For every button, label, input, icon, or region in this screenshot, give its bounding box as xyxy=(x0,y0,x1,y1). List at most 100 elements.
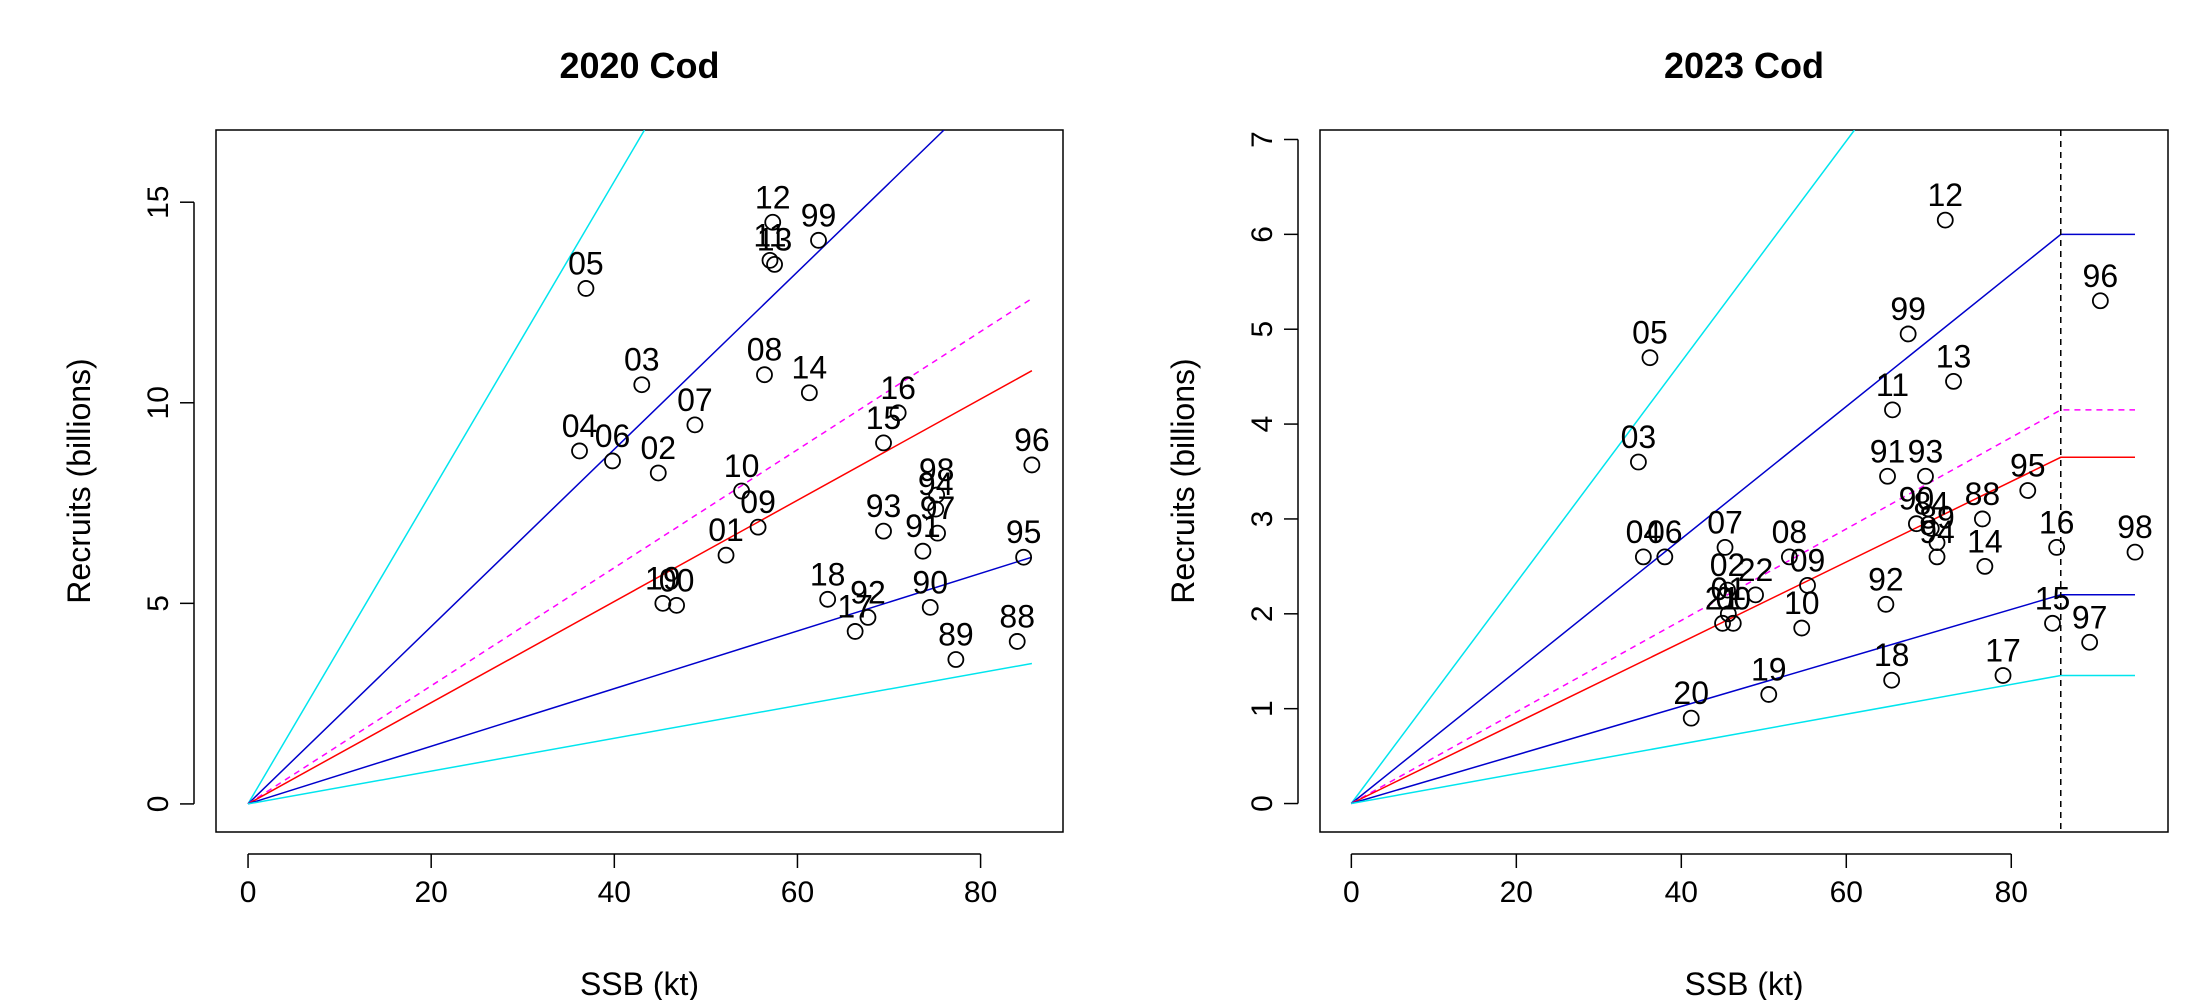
plot-frame xyxy=(1319,129,2169,833)
data-point-label: 90 xyxy=(912,564,948,600)
x-axis-label: SSB (kt) xyxy=(1684,966,1803,1000)
data-point xyxy=(1747,586,1764,604)
data-point-label: 08 xyxy=(1772,514,1808,550)
data-point xyxy=(766,255,783,273)
data-point-label: 97 xyxy=(920,490,956,526)
data-point xyxy=(604,452,621,470)
data-point xyxy=(1884,401,1901,419)
data-point-label: 98 xyxy=(919,452,955,488)
x-axis-label: SSB (kt) xyxy=(580,966,699,1000)
y-axis-label: Recruits (billions) xyxy=(1165,358,1201,603)
data-point-label: 17 xyxy=(1985,632,2021,668)
data-point-label: 10 xyxy=(724,448,760,484)
data-point-label: 91 xyxy=(1870,433,1906,469)
x-tick-label: 20 xyxy=(1500,876,1533,909)
data-point xyxy=(921,598,939,616)
data-point-label: 01 xyxy=(708,512,744,548)
reference-line xyxy=(247,297,1033,805)
data-point xyxy=(1714,614,1731,632)
data-point xyxy=(2081,633,2099,651)
reference-lines xyxy=(1350,130,2135,832)
data-point xyxy=(1936,211,1954,229)
data-point xyxy=(571,442,588,460)
data-point xyxy=(1922,520,1940,537)
data-point-label: 15 xyxy=(2035,580,2071,616)
data-point-label: 15 xyxy=(866,400,902,436)
x-tick-label: 40 xyxy=(598,876,631,909)
data-point xyxy=(927,500,945,518)
plot-frame xyxy=(215,129,1064,833)
x-tick-label: 40 xyxy=(1665,876,1698,909)
data-point-label: 04 xyxy=(562,408,598,444)
data-point xyxy=(717,546,735,564)
data-point-label: 00 xyxy=(659,562,695,598)
data-point xyxy=(2048,539,2066,556)
data-point-label: 17 xyxy=(837,588,873,624)
data-point xyxy=(756,366,773,384)
data-point xyxy=(1917,467,1934,485)
data-point-label: 02 xyxy=(640,430,676,466)
reference-line xyxy=(1350,456,2135,805)
data-point xyxy=(914,542,932,560)
y-tick-label: 5 xyxy=(1246,321,1279,338)
data-point-label: 90 xyxy=(1899,481,1935,517)
data-point-label: 12 xyxy=(755,179,791,215)
data-point-label: 93 xyxy=(1908,433,1944,469)
y-tick-label: 4 xyxy=(1246,416,1279,433)
data-point-label: 96 xyxy=(1014,422,1050,458)
reference-line xyxy=(247,556,1033,805)
data-point xyxy=(577,280,595,297)
reference-line xyxy=(247,130,646,805)
data-point-label: 88 xyxy=(999,598,1035,634)
y-tick-label: 6 xyxy=(1246,226,1279,243)
data-point xyxy=(1793,619,1811,637)
data-point xyxy=(889,404,907,422)
y-tick-label: 1 xyxy=(1246,700,1279,717)
x-tick-label: 60 xyxy=(1830,876,1863,909)
y-tick-label: 0 xyxy=(1246,795,1279,812)
data-point xyxy=(2019,482,2037,499)
x-axis: 0 20 40 60 80 SSB (kt) xyxy=(240,853,997,1000)
data-point-label: 03 xyxy=(1621,419,1657,455)
reference-line xyxy=(1350,130,1856,804)
data-point-label: 16 xyxy=(2039,504,2075,540)
data-point-label: 16 xyxy=(880,370,916,406)
x-tick-label: 0 xyxy=(1343,876,1360,909)
data-point-label: 14 xyxy=(792,350,828,386)
data-point xyxy=(1008,633,1026,650)
data-point-label: 01 xyxy=(1711,571,1747,607)
data-point-label: 91 xyxy=(905,508,941,544)
data-point xyxy=(1719,581,1736,599)
reference-line xyxy=(247,130,945,805)
reference-line xyxy=(1350,409,2135,805)
reference-line xyxy=(1351,674,2135,805)
data-point xyxy=(947,651,965,668)
x-tick-label: 0 xyxy=(240,876,257,909)
data-point-label: 21 xyxy=(1705,580,1741,616)
data-point xyxy=(1994,667,2012,684)
reference-line xyxy=(247,370,1033,805)
x-tick-label: 60 xyxy=(781,876,814,909)
data-point-label: 08 xyxy=(747,332,783,368)
data-point xyxy=(1928,548,1946,566)
data-point-label: 89 xyxy=(938,617,974,653)
data-point xyxy=(2126,543,2144,561)
data-point xyxy=(1023,456,1041,474)
y-tick-label: 10 xyxy=(142,386,175,419)
data-point-label: 19 xyxy=(1751,651,1787,687)
data-point-label: 14 xyxy=(1967,523,2003,559)
data-point xyxy=(859,608,877,626)
data-point xyxy=(928,486,946,504)
data-point-label: 92 xyxy=(850,574,886,610)
y-tick-label: 15 xyxy=(142,186,175,219)
data-point-label: 05 xyxy=(1632,315,1668,351)
chart-title: 2020 Cod xyxy=(559,45,719,86)
y-tick-label: 5 xyxy=(142,595,175,612)
data-point-label: 94 xyxy=(1919,514,1955,550)
data-point-label: 20 xyxy=(1673,675,1709,711)
data-point xyxy=(846,623,864,640)
data-point xyxy=(875,522,892,540)
y-tick-label: 3 xyxy=(1246,511,1279,528)
